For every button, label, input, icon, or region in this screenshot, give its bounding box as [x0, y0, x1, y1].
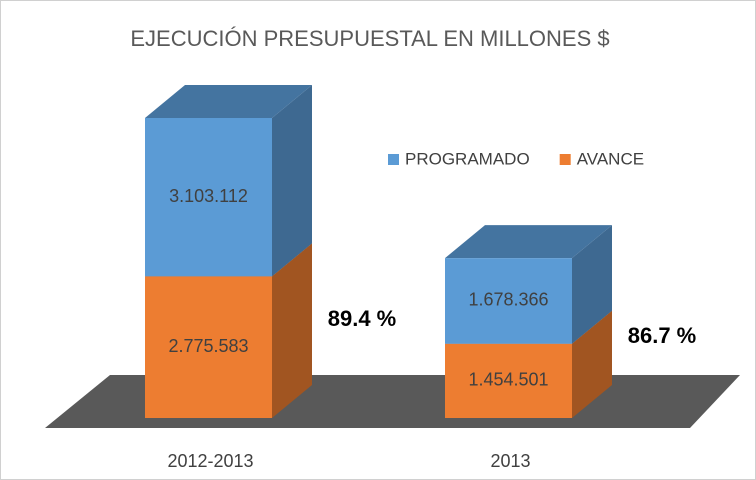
- x-tick-label: 2012-2013: [167, 451, 253, 471]
- data-label: 1.454.501: [468, 370, 548, 390]
- x-tick-label: 2013: [490, 451, 530, 471]
- legend-label: AVANCE: [577, 149, 644, 168]
- bar-side: [572, 225, 612, 344]
- data-label: 1.678.366: [468, 290, 548, 310]
- bar-side: [272, 85, 312, 277]
- bar: [145, 118, 272, 277]
- bar-side: [572, 310, 612, 418]
- annotation: 86.7 %: [628, 323, 697, 348]
- legend-swatch: [559, 154, 571, 165]
- bar: [145, 276, 272, 418]
- bar: [445, 343, 572, 418]
- bar-top: [445, 225, 612, 259]
- bar-side: [272, 243, 312, 418]
- bar: [445, 258, 572, 344]
- bar-top: [145, 85, 312, 118]
- legend-swatch: [388, 154, 399, 165]
- data-label: 2.775.583: [168, 336, 248, 356]
- data-label: 3.103.112: [169, 186, 248, 206]
- annotation: 89.4 %: [328, 306, 397, 331]
- legend-label: PROGRAMADO: [405, 149, 530, 168]
- chart-title: EJECUCIÓN PRESUPUESTAL EN MILLONES $: [130, 26, 609, 51]
